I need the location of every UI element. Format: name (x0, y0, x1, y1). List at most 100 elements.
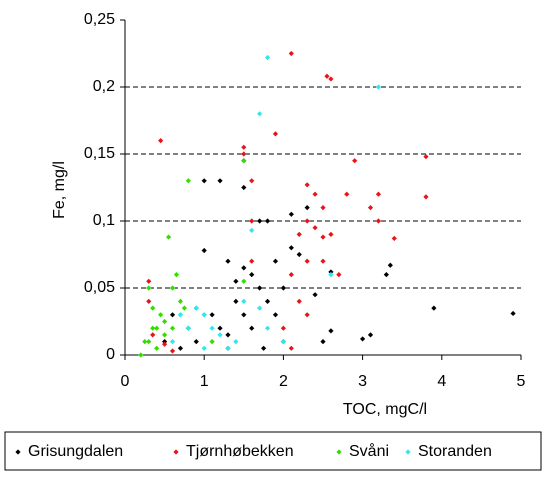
point (328, 328, 334, 334)
point (158, 138, 164, 144)
point (288, 272, 294, 278)
y-axis-title: Fe, mg/l (51, 161, 68, 219)
point (169, 348, 176, 354)
point (264, 298, 271, 304)
y-tick-label: 0,05 (84, 279, 115, 296)
point (185, 178, 191, 184)
point (257, 218, 263, 224)
point (162, 339, 168, 345)
legend-label: Storanden (418, 443, 492, 460)
point (150, 305, 156, 311)
point (241, 158, 247, 164)
point (312, 191, 318, 197)
point (177, 345, 184, 351)
point (296, 231, 302, 237)
point (241, 144, 247, 150)
point (150, 332, 156, 338)
point (193, 339, 199, 345)
point (272, 131, 279, 137)
point (146, 339, 152, 345)
point (162, 341, 168, 347)
x-tick-label: 2 (279, 373, 288, 390)
point (280, 339, 286, 345)
point (233, 298, 239, 304)
point (320, 258, 326, 264)
point (142, 339, 148, 345)
point (510, 310, 516, 317)
point (375, 84, 382, 90)
y-tick-label: 0,15 (84, 145, 115, 162)
x-axis-title: TOC, mgC/l (343, 401, 427, 418)
point (201, 345, 207, 351)
point (261, 345, 267, 351)
point (201, 312, 207, 318)
point (249, 325, 255, 331)
point (328, 269, 334, 275)
point (233, 339, 239, 345)
x-tick-label: 0 (121, 373, 130, 390)
x-tick-label: 4 (437, 373, 446, 390)
point (154, 345, 160, 351)
legend-marker (173, 449, 179, 455)
point (162, 332, 168, 338)
point (209, 339, 215, 345)
point (304, 182, 310, 188)
point (249, 227, 255, 233)
point (169, 325, 176, 331)
point (241, 312, 247, 318)
y-tick-label: 0,25 (84, 11, 115, 28)
point (383, 272, 389, 278)
point (209, 312, 215, 318)
point (272, 258, 279, 264)
point (150, 325, 156, 331)
point (154, 325, 160, 331)
legend-marker (336, 449, 342, 455)
legend-box (4, 431, 542, 471)
point (360, 336, 366, 342)
point (169, 285, 176, 291)
point (257, 111, 263, 117)
point (288, 211, 294, 217)
point (423, 154, 429, 160)
point (241, 265, 247, 271)
legend-marker (15, 449, 21, 455)
point (288, 245, 294, 251)
y-tick-label: 0,2 (93, 78, 115, 95)
point (264, 54, 271, 61)
point (217, 178, 223, 184)
point (241, 278, 247, 284)
point (264, 218, 271, 224)
point (201, 178, 207, 184)
point (138, 352, 144, 358)
point (423, 194, 429, 200)
point (169, 312, 176, 318)
point (225, 332, 231, 338)
point (296, 251, 302, 258)
legend-label: Tjørnhøbekken (186, 443, 294, 460)
legend-label: Grisungdalen (28, 443, 123, 460)
point (162, 318, 168, 325)
point (146, 298, 152, 304)
point (288, 50, 294, 57)
point (304, 205, 310, 211)
point (217, 332, 223, 338)
point (367, 332, 374, 338)
point (304, 218, 310, 224)
point (328, 76, 334, 82)
point (225, 258, 231, 264)
point (217, 325, 223, 331)
legend-marker (405, 449, 411, 455)
point (146, 278, 152, 284)
point (169, 339, 176, 345)
point (312, 292, 318, 298)
point (193, 305, 199, 311)
point (304, 258, 310, 264)
y-tick-label: 0 (106, 346, 115, 363)
point (241, 151, 247, 157)
point (280, 285, 286, 291)
point (158, 312, 164, 318)
point (375, 218, 382, 224)
point (177, 298, 184, 304)
point (391, 235, 397, 242)
point (324, 73, 330, 79)
